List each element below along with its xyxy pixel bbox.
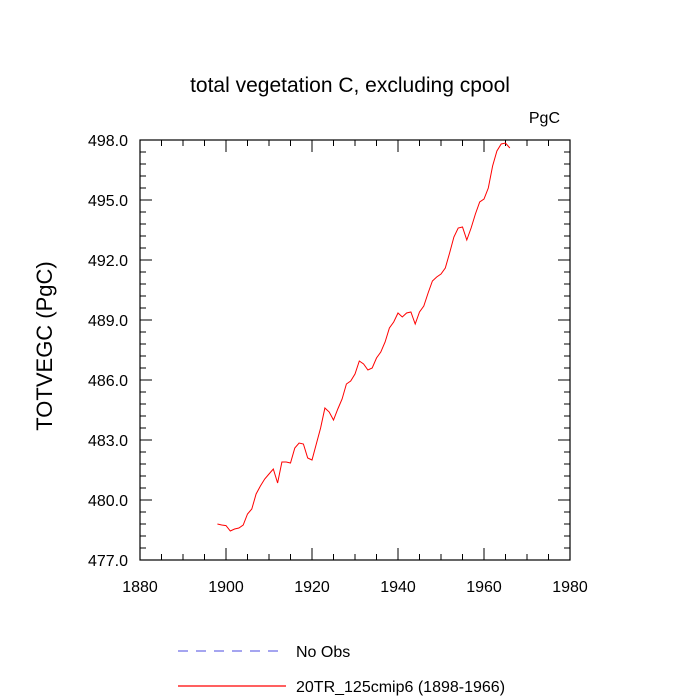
y-tick-label: 483.0 [88, 433, 128, 450]
y-tick-label: 489.0 [88, 313, 128, 330]
x-tick-label: 1960 [466, 579, 502, 596]
legend-label-no-obs: No Obs [296, 644, 350, 661]
y-tick-label: 492.0 [88, 253, 128, 270]
chart-title: total vegetation C, excluding cpool [190, 74, 510, 97]
legend: No Obs 20TR_125cmip6 (1898-1966) [178, 644, 505, 696]
x-tick-label: 1900 [208, 579, 244, 596]
y-tick-label: 486.0 [88, 373, 128, 390]
y-tick-label: 498.0 [88, 133, 128, 150]
series-layer [217, 142, 511, 532]
series-line-1 [217, 142, 511, 532]
plot-frame [139, 139, 571, 561]
x-tick-label: 1980 [552, 579, 588, 596]
x-tick-label: 1920 [294, 579, 330, 596]
y-axis-label: TOTVEGC (PgC) [32, 261, 57, 431]
x-tick-label: 1940 [380, 579, 416, 596]
axis-ticks [139, 139, 571, 561]
y-tick-label: 495.0 [88, 193, 128, 210]
units-label: PgC [529, 110, 560, 127]
y-tick-label: 480.0 [88, 493, 128, 510]
y-tick-label: 477.0 [88, 553, 128, 570]
x-tick-label: 1880 [122, 579, 158, 596]
axis-tick-labels: 1880 1900 1920 1940 1960 1980 477.0 480.0 483.0 4… [88, 133, 588, 596]
legend-label-20tr-125cmip6: 20TR_125cmip6 (1898-1966) [296, 679, 505, 696]
